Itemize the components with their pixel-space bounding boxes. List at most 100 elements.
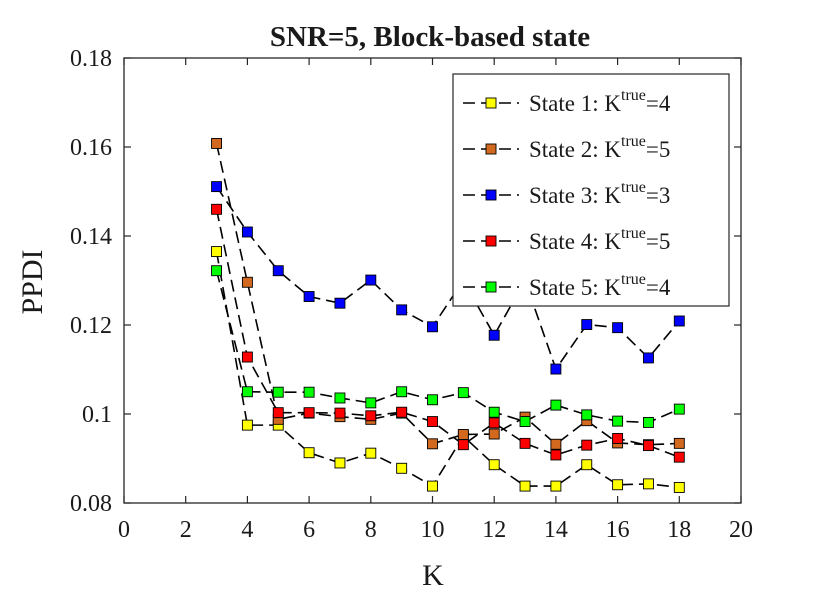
legend-label: State 3: Ktrue=3 [529, 179, 670, 208]
series-4-point [612, 433, 624, 444]
legend-label-superscript: true [621, 179, 646, 196]
series-3-point [272, 265, 284, 277]
series-1-point [673, 481, 685, 493]
series-1-point [581, 459, 593, 471]
series-1-point [365, 447, 377, 459]
series-5-point [334, 392, 346, 404]
series-2-point [488, 428, 500, 440]
series-3-point [334, 297, 346, 309]
y-tick-label: 0.14 [70, 224, 112, 250]
series-4-point [457, 439, 469, 451]
legend-marker [485, 189, 497, 201]
series-2-point [550, 438, 562, 450]
x-tick-label: 14 [544, 517, 568, 543]
y-tick-label: 0.12 [70, 313, 112, 339]
x-tick-label: 4 [241, 517, 253, 543]
series-4-point [365, 410, 377, 422]
series-4-point [334, 407, 346, 419]
legend-label: State 1: Ktrue=4 [529, 87, 671, 116]
series-5-point [211, 265, 223, 277]
legend-marker [485, 97, 497, 109]
legend-box [452, 73, 730, 307]
series-3-point [550, 363, 562, 375]
series-1-point [612, 479, 624, 491]
series-4-point [272, 407, 284, 419]
x-axis-label: K [422, 559, 444, 591]
series-5-point [488, 406, 500, 418]
series-5-point [396, 386, 408, 398]
legend-label-tail: =4 [646, 91, 671, 116]
legend-label-tail: =5 [646, 137, 670, 162]
series-4-point [427, 416, 438, 428]
x-tick-label: 16 [606, 517, 630, 543]
series-1-point [334, 457, 346, 469]
series-1-point [488, 459, 500, 471]
series-2-line [215, 143, 680, 446]
legend-label-superscript: true [621, 271, 646, 288]
series-1-point [550, 480, 562, 492]
series-5-point [643, 417, 654, 428]
series-3-point [427, 321, 438, 333]
legend-label: State 4: Ktrue=5 [529, 225, 670, 254]
legend-label-superscript: true [621, 133, 646, 150]
x-tick-label: 2 [180, 517, 192, 543]
legend-label-tail: =4 [646, 275, 671, 300]
y-tick-label: 0.08 [70, 491, 112, 517]
series-2-point [457, 429, 469, 440]
series-4-point [643, 440, 654, 452]
series-5-point [303, 386, 315, 398]
series-1-point [211, 246, 223, 258]
series-4-point [550, 449, 562, 461]
series-3-point [396, 304, 408, 316]
series-5-point [272, 386, 284, 398]
legend-label-base: State 5: K [529, 275, 621, 300]
legend-item-4: State 4: Ktrue=5 [463, 225, 670, 254]
x-tick-label: 8 [365, 517, 377, 543]
legend-label-base: State 2: K [529, 137, 621, 162]
series-1-line [215, 251, 680, 489]
series-3-point [211, 181, 223, 193]
series-1-point [396, 462, 408, 474]
series-4-point [673, 451, 685, 463]
legend-label: State 2: Ktrue=5 [529, 133, 670, 162]
series-1-point [427, 480, 438, 492]
series-4 [211, 203, 685, 463]
legend-item-3: State 3: Ktrue=3 [463, 179, 670, 208]
legend-item-1: State 1: Ktrue=4 [463, 87, 671, 116]
legend-marker [485, 235, 497, 247]
chart-title: SNR=5, Block-based state [270, 21, 590, 53]
series-3-point [581, 319, 593, 330]
series-3-point [241, 226, 253, 238]
series-2-point [241, 276, 253, 288]
series-2-point [427, 438, 438, 450]
series-4-line [215, 209, 680, 458]
series-4-point [581, 439, 593, 451]
legend-marker [485, 143, 497, 155]
series-4-point [303, 407, 315, 419]
series-4-point [241, 351, 253, 363]
x-tick-label: 18 [667, 517, 691, 543]
series-3-point [643, 352, 654, 364]
legend-marker [485, 281, 497, 293]
y-tick-label: 0.1 [82, 402, 112, 428]
legend-item-2: State 2: Ktrue=5 [463, 133, 670, 162]
legend-label: State 5: Ktrue=4 [529, 271, 671, 300]
series-2-point [211, 137, 223, 149]
legend-label-base: State 4: K [529, 229, 621, 254]
series-3-point [365, 274, 377, 286]
series-4-point [396, 406, 408, 418]
x-tick-label: 10 [421, 517, 445, 543]
axes: 0 2 4 6 8 10 12 14 16 18 20 0.08 0.1 0.12 0.14 0.16 0.18 [70, 46, 753, 543]
y-tick-label: 0.16 [70, 135, 112, 161]
series-3-point [303, 291, 315, 302]
series-5 [211, 265, 685, 428]
series-5-line [215, 270, 680, 424]
x-tick-label: 0 [118, 517, 130, 543]
legend-label-tail: =5 [646, 229, 670, 254]
x-tick-label: 20 [729, 517, 753, 543]
legend-label-base: State 1: K [529, 91, 621, 116]
series-4-point [211, 203, 223, 215]
